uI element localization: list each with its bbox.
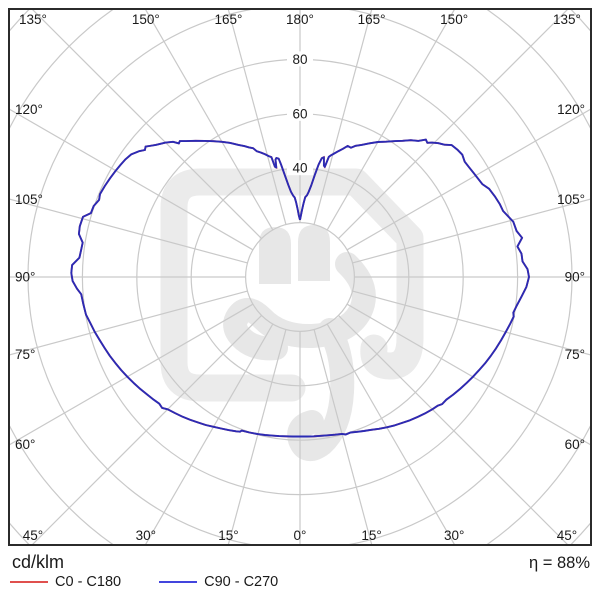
angle-label: 45° xyxy=(23,528,43,543)
angle-label: 90° xyxy=(565,270,585,285)
angle-label: 120° xyxy=(557,102,585,117)
legend-label-c0-c180: C0 - C180 xyxy=(55,574,122,590)
angle-labels: 0° 15° 15° 30° 30° 45° 45° 60° 60° 75° 75° 90° 90° 10… xyxy=(15,12,585,543)
angle-label: 105° xyxy=(557,192,585,207)
angle-label: 30° xyxy=(136,528,156,543)
angle-label: 15° xyxy=(361,528,381,543)
angle-label: 120° xyxy=(15,102,43,117)
efficiency-value: η = 88% xyxy=(528,554,590,572)
angle-label: 150° xyxy=(132,12,160,27)
angle-label: 30° xyxy=(444,528,464,543)
plot-border xyxy=(8,8,592,546)
angle-label: 75° xyxy=(15,347,35,362)
angle-label: 165° xyxy=(358,12,386,27)
angle-label: 150° xyxy=(440,12,468,27)
angle-label: 60° xyxy=(565,437,585,452)
angle-label: 60° xyxy=(15,437,35,452)
legend: C0 - C180 C90 - C270 xyxy=(10,574,278,590)
radial-tick-labels: 40 60 80 xyxy=(287,51,313,176)
angle-label: 15° xyxy=(218,528,238,543)
watermark-cable-tail xyxy=(287,318,355,462)
legend-line-c0-c180-icon xyxy=(10,581,48,583)
angle-label: 135° xyxy=(553,12,581,27)
angle-label: 90° xyxy=(15,270,35,285)
legend-line-c90-c270-icon xyxy=(159,581,198,583)
angle-label: 0° xyxy=(294,528,307,543)
legend-label-c90-c270: C90 - C270 xyxy=(204,574,279,590)
watermark-plug-pins xyxy=(259,225,330,284)
radial-tick-label: 60 xyxy=(292,106,307,121)
angle-label: 165° xyxy=(214,12,242,27)
angle-label: 75° xyxy=(565,347,585,362)
angle-label: 180° xyxy=(286,12,314,27)
watermark-logo xyxy=(160,168,424,462)
watermark-outline xyxy=(160,168,424,402)
angle-label: 105° xyxy=(15,192,43,207)
angle-label: 45° xyxy=(557,528,577,543)
curve-c90-c270 xyxy=(70,138,530,438)
radial-tick-label: 40 xyxy=(292,161,307,176)
units-label: cd/klm xyxy=(12,552,65,572)
radial-tick-label: 80 xyxy=(292,52,307,67)
angle-label: 135° xyxy=(19,12,47,27)
